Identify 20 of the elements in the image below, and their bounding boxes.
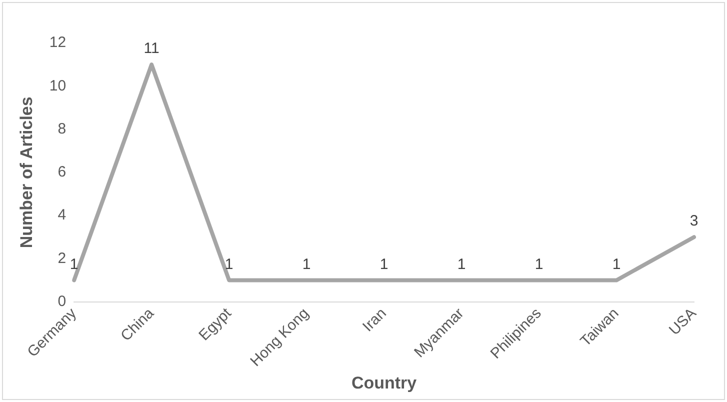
y-tick-label: 10	[49, 77, 66, 94]
data-label: 11	[144, 40, 160, 58]
x-axis-title: Country	[351, 373, 418, 392]
data-label: 1	[380, 256, 388, 273]
y-tick-label: 2	[58, 250, 66, 267]
data-label: 3	[690, 212, 698, 230]
y-tick-label: 6	[58, 164, 66, 181]
y-tick-label: 12	[49, 34, 66, 52]
y-tick-label: 4	[58, 206, 66, 224]
y-axis-title: Number of Articles	[16, 96, 36, 248]
data-label: 1	[457, 256, 466, 273]
data-label: 1	[612, 256, 621, 273]
data-label: 1	[70, 256, 78, 273]
data-label: 1	[534, 256, 544, 273]
data-label: 1	[224, 256, 234, 273]
x-tick-label: USA	[666, 304, 700, 339]
y-tick-label: 8	[58, 120, 66, 138]
y-tick-label: 0	[58, 292, 66, 310]
x-tick-label: Iran	[359, 304, 390, 336]
data-label: 1	[302, 256, 311, 273]
